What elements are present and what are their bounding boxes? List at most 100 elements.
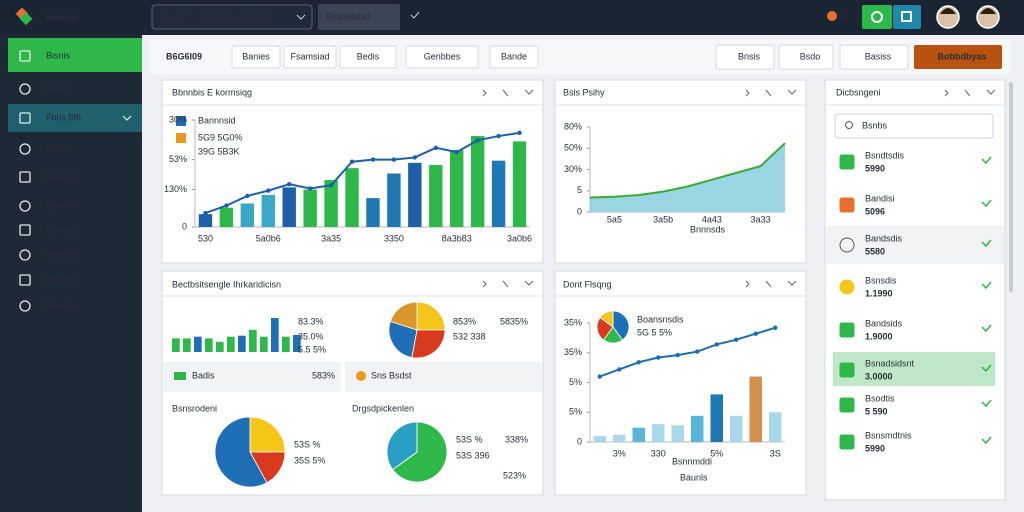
nav-item[interactable]: Bamios [46,300,77,310]
item-icon [839,279,855,295]
y-tick-label: 5 [577,185,582,195]
nav-item[interactable]: Fbhs 5f6 [46,112,81,122]
select-text: Bnsdior Ebcmsssie Bianmms [160,11,277,21]
item-label[interactable]: Bsndtsdis [865,150,905,160]
chevron [981,324,992,333]
panel [554,270,807,496]
annotation: Bsnnmddi [672,456,712,466]
panel-icons [944,89,996,97]
line-point [433,145,438,151]
line-point [714,342,719,347]
y-tick-label: 0 [182,221,187,231]
teal-button[interactable] [893,5,921,29]
nav-icon [19,143,31,155]
action-button[interactable] [778,44,834,70]
tab-label[interactable]: Fsamsiad [290,51,329,61]
item-value[interactable]: 1.1990 [865,288,893,298]
tab[interactable] [489,45,539,69]
item-label[interactable]: Bsodtis [865,393,895,403]
chevron [981,399,992,408]
item-value[interactable]: 1.9000 [865,331,893,341]
item-label[interactable]: Bandsids [865,318,903,328]
primary-label[interactable]: Bobbdbyas [937,51,986,61]
item-value[interactable]: 5096 [865,206,885,216]
tab[interactable] [231,45,281,69]
x-tick-label: 330 [651,448,666,458]
item-icon [839,154,855,170]
x-tick-label: 3a33 [751,214,771,224]
item-label[interactable]: Bsnadsidsnt [865,358,915,368]
chart-title: Bbnnbis E kormsiqg [172,87,252,97]
row-bg [826,226,1004,264]
item-label[interactable]: Bsnsdis [865,275,897,285]
pie-slice [612,310,630,341]
primary-button[interactable] [914,45,1002,69]
tab[interactable] [405,45,479,69]
tab[interactable] [339,45,397,69]
nav-item[interactable]: Fales [46,83,69,93]
y-tick-label: 35% [564,317,582,327]
select-box[interactable] [151,4,313,30]
annotation: 583% [312,370,335,380]
item-value[interactable]: 5 590 [865,406,888,416]
chevron [981,436,992,445]
top-button[interactable] [318,4,400,30]
search-box[interactable] [834,113,994,139]
tab-label[interactable]: Genbbes [424,51,461,61]
y-tick-label: 30% [169,114,187,124]
item-value[interactable]: 5990 [865,163,885,173]
tab-label[interactable]: Bedis [357,51,380,61]
nav-item[interactable]: Bisnis [46,50,71,60]
item-icon [839,397,855,413]
action-button[interactable] [839,44,909,70]
item-value[interactable]: 3.0000 [865,371,893,381]
avatar-hair [940,8,956,14]
area [590,143,785,212]
annotation: 338% [505,434,528,444]
status-dot [827,11,837,21]
action-label[interactable]: Basiss [865,51,892,61]
item-label[interactable]: Bandisi [865,193,895,203]
line-point [287,182,292,187]
y-tick-label: 80% [564,121,582,131]
nav-item[interactable]: Banstis [46,171,76,181]
x-tick-label: 8a3b83 [442,233,472,243]
line-point [517,130,522,136]
bar [408,162,422,227]
item-label[interactable]: Bandsdis [865,233,903,243]
nav-item[interactable]: Bemsis [46,200,76,210]
item-value[interactable]: 5580 [865,246,885,256]
select-caret [296,14,306,20]
item-label[interactable]: Bsnsmdtnis [865,430,912,440]
green-button[interactable] [862,5,892,29]
annotation: Bannnsid [198,115,236,125]
item-value[interactable]: 5990 [865,443,885,453]
nav-item[interactable]: Basnlis [46,274,76,284]
tab[interactable] [283,45,337,69]
logo-icon [19,12,33,26]
tab-label[interactable]: Banies [242,51,270,61]
annotation: 83.3% [298,316,324,326]
nav-icon [19,83,31,95]
line-point [307,186,313,191]
row [163,362,341,392]
annotation: 53S % [294,439,321,449]
chevron [981,156,992,165]
action-button[interactable] [715,44,775,70]
bar [198,214,213,227]
action-label[interactable]: Bnsis [738,51,761,61]
nav-item[interactable]: Bsnis [46,143,69,153]
nav-active [8,38,142,72]
chart-title: Bsis Psihy [563,87,605,97]
y-tick-label: 50% [564,143,582,153]
nav-icon [19,50,31,62]
tab-label[interactable]: Bande [501,51,527,61]
action-label[interactable]: Bsdo [800,51,821,61]
pie-slice [214,416,268,488]
bar [652,424,665,442]
item-icon [839,197,855,213]
bar [366,198,380,227]
nav-item[interactable]: Banosk [46,249,77,259]
row-dot [356,371,366,381]
nav-item[interactable]: Benaisis [46,224,81,234]
